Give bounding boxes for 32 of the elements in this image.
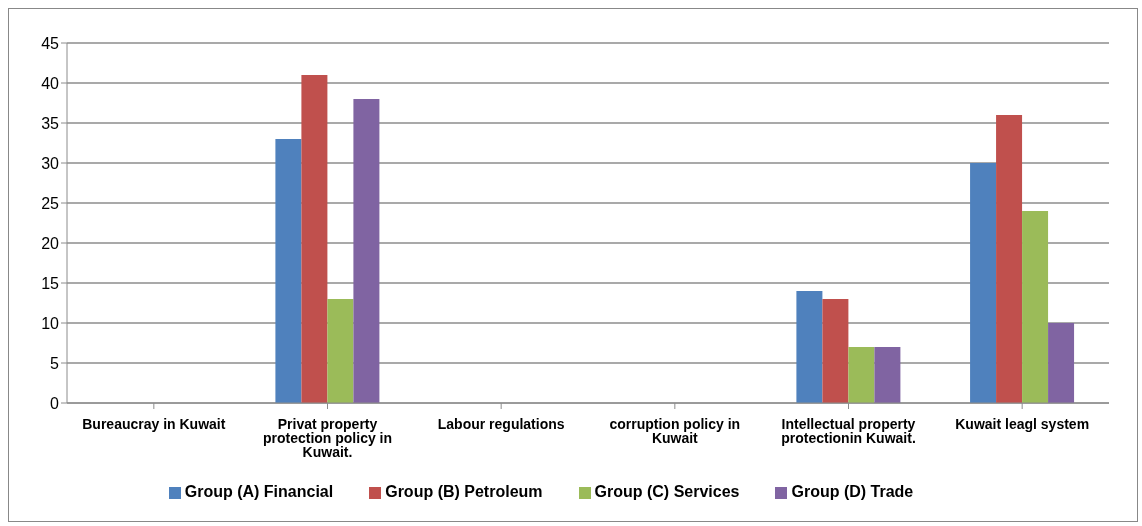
bar — [275, 139, 302, 403]
x-tick-label: corruption policy in Kuwait — [609, 415, 741, 446]
bar — [874, 347, 901, 403]
bar — [1048, 323, 1075, 403]
bar — [970, 163, 997, 403]
legend-label: Group (D) Trade — [791, 483, 914, 500]
legend-label: Group (C) Services — [594, 483, 740, 500]
y-tick-label: 20 — [41, 234, 60, 252]
bar — [996, 115, 1023, 403]
x-tick-label: Intellectual property protectionin Kuwait. — [781, 415, 916, 446]
y-tick-label: 10 — [41, 314, 60, 332]
legend-label: Group (B) Petroleum — [385, 483, 543, 500]
x-tick-label: Labour regulations — [437, 415, 565, 432]
y-tick-label: 0 — [50, 394, 60, 412]
y-tick-label: 5 — [50, 354, 60, 372]
y-tick-label: 15 — [41, 274, 60, 292]
x-tick-label: Kuwait leagl system — [955, 415, 1090, 432]
y-tick-label: 45 — [41, 34, 60, 52]
bar — [353, 99, 380, 403]
y-tick-label: 35 — [41, 114, 60, 132]
bar — [327, 299, 354, 403]
legend-label: Group (A) Financial — [184, 483, 334, 500]
y-tick-label: 30 — [41, 154, 60, 172]
bar — [848, 347, 875, 403]
bar — [1022, 211, 1049, 403]
bar — [822, 299, 849, 403]
bar — [796, 291, 823, 403]
x-tick-label: Bureaucray in Kuwait — [82, 415, 226, 432]
y-tick-label: 40 — [41, 74, 60, 92]
x-tick-label: Privat property protection policy in Kuwait. — [262, 415, 393, 460]
y-tick-label: 25 — [41, 194, 60, 212]
bar — [301, 75, 328, 403]
